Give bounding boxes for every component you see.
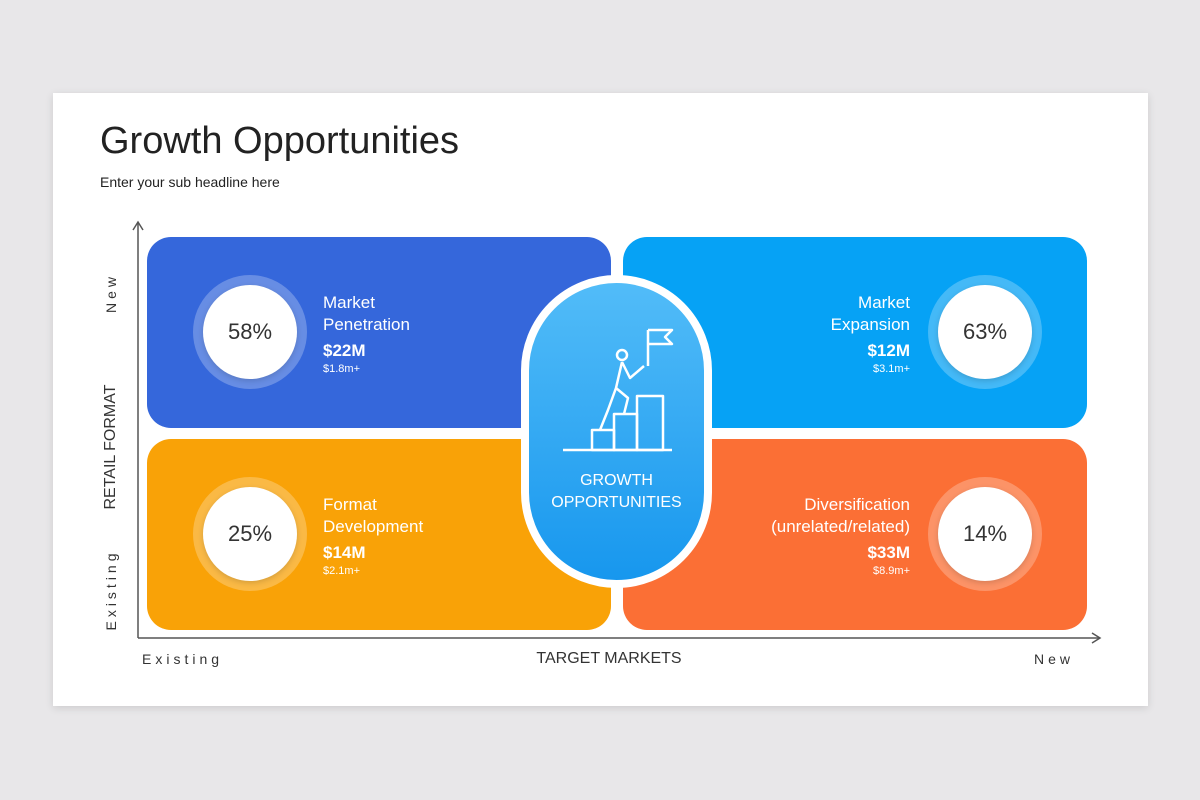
quadrant-text: Diversification (unrelated/related) $33M $8… (690, 494, 910, 577)
x-axis-low: Existing (142, 651, 224, 667)
quadrant-name: Development (323, 517, 424, 536)
quadrant-amount: $33M (867, 543, 910, 562)
center-label: GROWTH OPPORTUNITIES (529, 470, 704, 514)
center-pill (521, 275, 712, 588)
y-axis-low: Existing (103, 549, 119, 631)
quadrant-text: Format Development $14M $2.1m+ (323, 494, 543, 577)
percent-value: 63% (938, 285, 1032, 379)
quadrant-detail: $8.9m+ (873, 565, 910, 577)
quadrant-name: Penetration (323, 315, 410, 334)
title: Growth Opportunities (100, 120, 460, 162)
quadrant-detail: $2.1m+ (323, 565, 360, 577)
percent-ring: 14% (928, 477, 1042, 591)
percent-value: 14% (938, 487, 1032, 581)
x-axis-label: TARGET MARKETS (536, 650, 682, 667)
subtitle: Enter your sub headline here (100, 174, 280, 190)
percent-value: 58% (203, 285, 297, 379)
percent-ring: 63% (928, 275, 1042, 389)
quadrant-name: Market (858, 293, 910, 312)
percent-value: 25% (203, 487, 297, 581)
quadrant-detail: $3.1m+ (873, 363, 910, 375)
quadrant-detail: $1.8m+ (323, 363, 360, 375)
quadrant-name: Expansion (830, 315, 910, 334)
quadrant-amount: $22M (323, 341, 366, 360)
quadrant-text: Market Expansion $12M $3.1m+ (690, 292, 910, 375)
quadrant-name: (unrelated/related) (771, 517, 910, 536)
x-axis-high: New (1034, 651, 1075, 667)
center-line: OPPORTUNITIES (551, 494, 682, 511)
quadrant-amount: $12M (867, 341, 910, 360)
y-axis-label: RETAIL FORMAT (102, 384, 119, 510)
percent-ring: 58% (193, 275, 307, 389)
percent-ring: 25% (193, 477, 307, 591)
quadrant-name: Format (323, 495, 377, 514)
center-line: GROWTH (580, 472, 653, 489)
y-axis-high: New (103, 272, 119, 314)
quadrant-name: Market (323, 293, 375, 312)
quadrant-text: Market Penetration $22M $1.8m+ (323, 292, 543, 375)
quadrant-name: Diversification (804, 495, 910, 514)
quadrant-amount: $14M (323, 543, 366, 562)
